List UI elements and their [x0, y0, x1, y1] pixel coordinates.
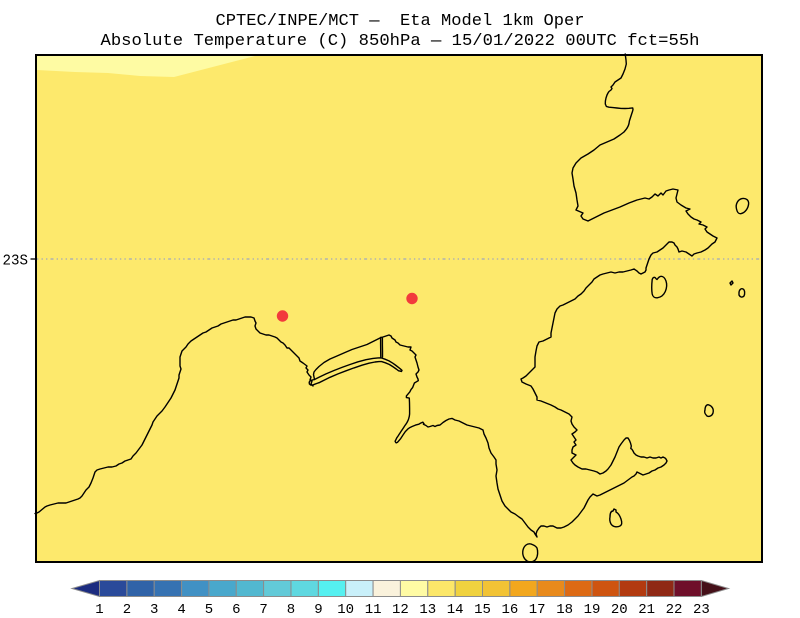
- svg-text:13: 13: [419, 602, 436, 618]
- svg-text:5: 5: [205, 602, 213, 618]
- svg-text:19: 19: [584, 602, 601, 618]
- svg-text:16: 16: [501, 602, 518, 618]
- svg-text:18: 18: [556, 602, 573, 618]
- svg-text:Absolute Temperature (C) 850hP: Absolute Temperature (C) 850hPa — 15/01/…: [101, 32, 700, 51]
- svg-text:20: 20: [611, 602, 628, 618]
- svg-text:12: 12: [392, 602, 409, 618]
- svg-text:1: 1: [95, 602, 103, 618]
- svg-text:21: 21: [638, 602, 655, 618]
- svg-text:10: 10: [337, 602, 354, 618]
- svg-text:14: 14: [447, 602, 464, 618]
- svg-text:9: 9: [314, 602, 322, 618]
- svg-text:23: 23: [693, 602, 710, 618]
- svg-text:11: 11: [365, 602, 382, 618]
- svg-text:6: 6: [232, 602, 240, 618]
- svg-text:15: 15: [474, 602, 491, 618]
- svg-text:7: 7: [259, 602, 267, 618]
- svg-text:3: 3: [150, 602, 158, 618]
- svg-text:CPTEC/INPE/MCT — Eta Model 1k: CPTEC/INPE/MCT — Eta Model 1km Oper: [216, 12, 585, 31]
- svg-text:23S: 23S: [3, 252, 29, 269]
- svg-text:22: 22: [666, 602, 683, 618]
- svg-text:17: 17: [529, 602, 546, 618]
- svg-text:4: 4: [177, 602, 185, 618]
- svg-text:2: 2: [123, 602, 131, 618]
- svg-text:8: 8: [287, 602, 295, 618]
